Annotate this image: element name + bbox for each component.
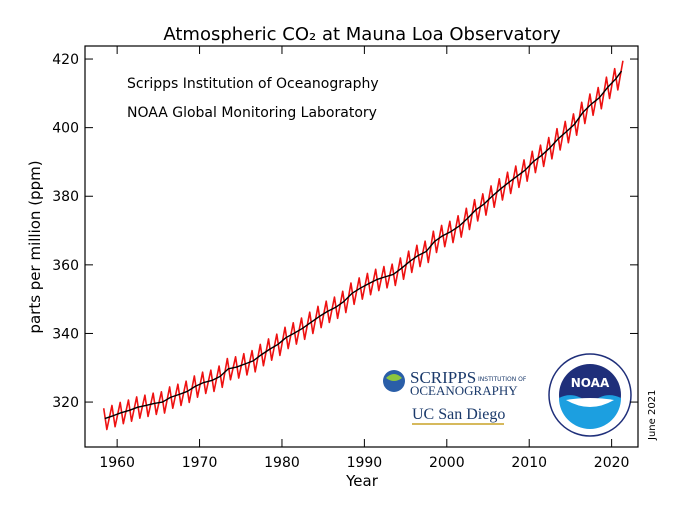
logo-text: INSTITUTION OF <box>478 376 527 383</box>
date-note: June 2021 <box>647 390 658 441</box>
x-tick-label: 2020 <box>594 455 630 471</box>
x-tick-label: 1970 <box>182 455 218 471</box>
series-line <box>104 70 623 420</box>
x-axis-label: Year <box>345 472 379 490</box>
y-tick-label: 320 <box>52 395 79 411</box>
annotation: Scripps Institution of Oceanography <box>127 76 379 92</box>
logo-text: OCEANOGRAPHY <box>410 383 518 398</box>
logo-text: SCRIPPS <box>410 368 476 387</box>
logo-text: NOAA <box>571 376 610 390</box>
x-tick-label: 1980 <box>264 455 300 471</box>
y-tick-label: 380 <box>52 189 79 205</box>
plot-frame <box>84 45 639 448</box>
chart-title: Atmospheric CO₂ at Mauna Loa Observatory <box>163 24 561 45</box>
y-tick-label: 340 <box>52 326 79 342</box>
logo-background <box>375 352 535 432</box>
x-tick-label: 2000 <box>429 455 465 471</box>
scripps-logo: SCRIPPS INSTITUTION OF OCEANOGRAPHY UC S… <box>375 352 535 432</box>
noaa-logo: NOAA <box>548 353 632 437</box>
x-tick-label: 1960 <box>99 455 135 471</box>
y-tick-label: 420 <box>52 52 79 68</box>
series-line <box>102 60 624 431</box>
annotation: NOAA Global Monitoring Laboratory <box>127 105 377 121</box>
logo-gull <box>566 398 614 407</box>
logo-text: UC San Diego <box>412 406 505 423</box>
y-axis-label: parts per million (ppm) <box>26 160 44 333</box>
x-tick-label: 1990 <box>347 455 383 471</box>
y-tick-label: 400 <box>52 121 79 137</box>
logo-leaf <box>386 374 402 381</box>
x-tick-label: 2010 <box>511 455 547 471</box>
y-tick-label: 360 <box>52 258 79 274</box>
